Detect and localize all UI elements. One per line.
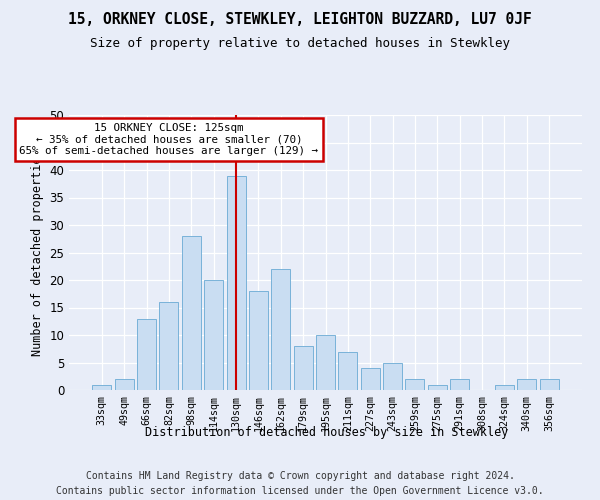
Text: 15 ORKNEY CLOSE: 125sqm
← 35% of detached houses are smaller (70)
65% of semi-de: 15 ORKNEY CLOSE: 125sqm ← 35% of detache… [19, 123, 319, 156]
Bar [249, 291, 268, 390]
Bar [92, 384, 112, 390]
Bar [495, 384, 514, 390]
Bar [160, 302, 178, 390]
Bar [539, 379, 559, 390]
Bar [227, 176, 245, 390]
Bar [316, 335, 335, 390]
Bar [428, 384, 447, 390]
Bar [137, 318, 156, 390]
Bar [406, 379, 424, 390]
Text: Distribution of detached houses by size in Stewkley: Distribution of detached houses by size … [145, 426, 509, 439]
Bar [450, 379, 469, 390]
Text: Contains HM Land Registry data © Crown copyright and database right 2024.: Contains HM Land Registry data © Crown c… [86, 471, 514, 481]
Bar [115, 379, 134, 390]
Bar [338, 352, 358, 390]
Bar [271, 269, 290, 390]
Bar [361, 368, 380, 390]
Text: Contains public sector information licensed under the Open Government Licence v3: Contains public sector information licen… [56, 486, 544, 496]
Bar [182, 236, 201, 390]
Bar [517, 379, 536, 390]
Bar [383, 362, 402, 390]
Text: 15, ORKNEY CLOSE, STEWKLEY, LEIGHTON BUZZARD, LU7 0JF: 15, ORKNEY CLOSE, STEWKLEY, LEIGHTON BUZ… [68, 12, 532, 28]
Y-axis label: Number of detached properties: Number of detached properties [31, 149, 44, 356]
Bar [293, 346, 313, 390]
Bar [204, 280, 223, 390]
Text: Size of property relative to detached houses in Stewkley: Size of property relative to detached ho… [90, 38, 510, 51]
